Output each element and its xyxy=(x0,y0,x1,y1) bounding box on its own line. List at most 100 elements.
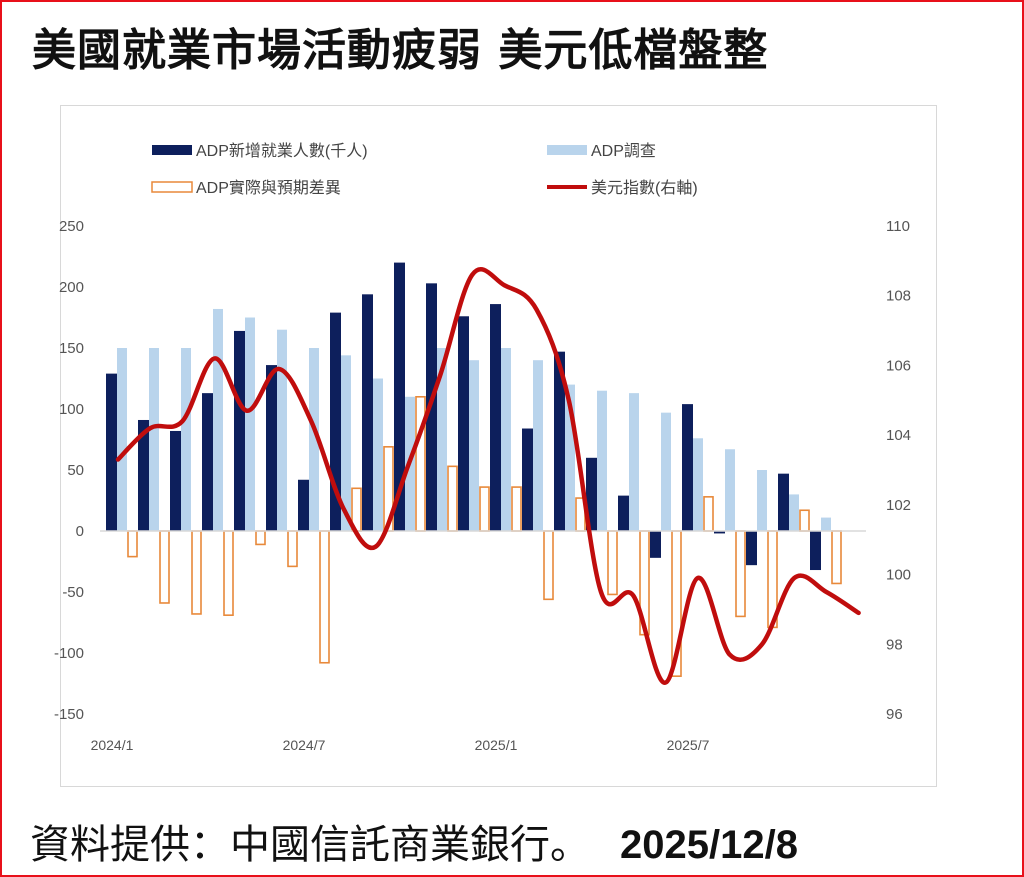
adp-bar xyxy=(810,531,821,571)
y-left-tick-label: 200 xyxy=(59,279,84,296)
diff-bar xyxy=(127,530,138,558)
adp-bar xyxy=(362,294,373,531)
x-tick-label: 2025/7 xyxy=(667,737,710,753)
y-right-tick-label: 98 xyxy=(886,636,903,653)
x-tick-label: 2025/1 xyxy=(475,737,518,753)
survey-bar xyxy=(597,390,607,531)
adp-bar xyxy=(458,316,469,531)
legend-label: 美元指數(右軸) xyxy=(591,179,698,197)
y-left-tick-label: -50 xyxy=(62,584,84,601)
y-left-tick-label: 0 xyxy=(76,523,84,540)
bars xyxy=(106,262,842,677)
legend-label: ADP新增就業人數(千人) xyxy=(196,142,368,160)
survey-bar xyxy=(149,348,159,531)
adp-bar xyxy=(714,531,725,534)
adp-bar xyxy=(650,531,661,558)
y-left-tick-label: 150 xyxy=(59,340,84,357)
x-axis: 2024/1 2024/7 2025/1 2025/7 xyxy=(91,737,710,753)
survey-bar xyxy=(469,360,479,531)
y-left-tick-label: -150 xyxy=(54,706,84,723)
y-left-tick-label: 100 xyxy=(59,401,84,418)
x-tick-label: 2024/1 xyxy=(91,737,134,753)
headline: 美國就業市場活動疲弱 美元低檔盤整 xyxy=(32,25,769,76)
adp-bar xyxy=(554,351,565,531)
y-left-tick-label: 250 xyxy=(59,218,84,235)
diff-bar xyxy=(799,509,810,532)
adp-bar xyxy=(778,473,789,531)
survey-bar xyxy=(117,348,127,531)
survey-bar xyxy=(821,517,831,531)
legend-swatch-survey xyxy=(547,145,587,155)
survey-bar xyxy=(725,449,735,531)
adp-bar xyxy=(266,365,277,531)
adp-bar xyxy=(106,373,117,531)
adp-bar xyxy=(522,428,533,531)
adp-bar xyxy=(682,404,693,531)
adp-bar xyxy=(298,479,309,531)
diff-bar xyxy=(703,496,714,532)
survey-bar xyxy=(341,355,351,531)
adp-bar xyxy=(138,419,149,531)
adp-bar xyxy=(618,495,629,531)
y-left-tick-label: 50 xyxy=(67,462,84,479)
survey-bar xyxy=(213,308,223,531)
y-right-tick-label: 108 xyxy=(886,288,911,305)
survey-bar xyxy=(373,378,383,531)
adp-bar xyxy=(170,430,181,531)
survey-bar xyxy=(565,384,575,531)
survey-bar xyxy=(661,412,671,531)
survey-bar xyxy=(245,317,255,531)
diff-bar xyxy=(223,530,234,616)
adp-bar xyxy=(394,262,405,531)
survey-bar xyxy=(277,329,287,531)
adp-bar xyxy=(202,393,213,531)
adp-bar xyxy=(490,304,501,531)
survey-bar xyxy=(309,348,319,531)
y-right-tick-label: 102 xyxy=(886,497,911,514)
survey-bar xyxy=(437,348,447,531)
diff-bar xyxy=(607,530,618,596)
legend-label: ADP調查 xyxy=(591,142,656,160)
y-right-tick-label: 104 xyxy=(886,427,911,444)
footer: 資料提供：中國信託商業銀行。 2025/12/8 xyxy=(30,812,798,870)
survey-bar xyxy=(629,393,639,531)
y-right-tick-label: 100 xyxy=(886,567,911,584)
legend: ADP新增就業人數(千人) ADP調查 ADP實際與預期差異 美元指數(右軸) xyxy=(151,142,698,197)
adp-bar xyxy=(586,457,597,531)
y-right-tick-label: 96 xyxy=(886,706,903,723)
diff-bar xyxy=(319,530,330,664)
y-right-tick-label: 106 xyxy=(886,357,911,374)
source-text: 資料提供：中國信託商業銀行。 xyxy=(30,822,590,868)
dollar-index-line xyxy=(115,267,861,685)
survey-bar xyxy=(181,348,191,531)
diff-bar xyxy=(447,465,458,532)
survey-bar xyxy=(501,348,511,531)
legend-swatch-diff xyxy=(151,181,193,193)
diff-bar xyxy=(735,530,746,618)
survey-bar xyxy=(789,494,799,531)
x-tick-label: 2024/7 xyxy=(283,737,326,753)
diff-bar xyxy=(479,486,490,532)
y-axis-right: 110 108 106 104 102 100 98 96 xyxy=(886,218,911,723)
diff-bar xyxy=(543,530,554,601)
survey-bar xyxy=(533,360,543,531)
legend-label: ADP實際與預期差異 xyxy=(196,178,341,197)
date-text: 2025/12/8 xyxy=(620,823,798,867)
adp-bar xyxy=(746,531,757,566)
adp-bar xyxy=(234,330,245,531)
legend-swatch-adp xyxy=(152,145,192,155)
adp-bar xyxy=(330,312,341,531)
diff-bar xyxy=(191,530,202,615)
y-axis-left: 250 200 150 100 50 0 -50 -100 -150 xyxy=(54,218,84,723)
survey-bar xyxy=(693,438,703,531)
y-right-tick-label: 110 xyxy=(886,218,910,235)
survey-bar xyxy=(757,470,767,531)
diff-bar xyxy=(831,530,842,585)
diff-bar xyxy=(159,530,170,604)
diff-bar xyxy=(287,530,298,568)
diff-bar xyxy=(255,530,266,546)
y-left-tick-label: -100 xyxy=(54,645,84,662)
diff-bar xyxy=(511,486,522,532)
